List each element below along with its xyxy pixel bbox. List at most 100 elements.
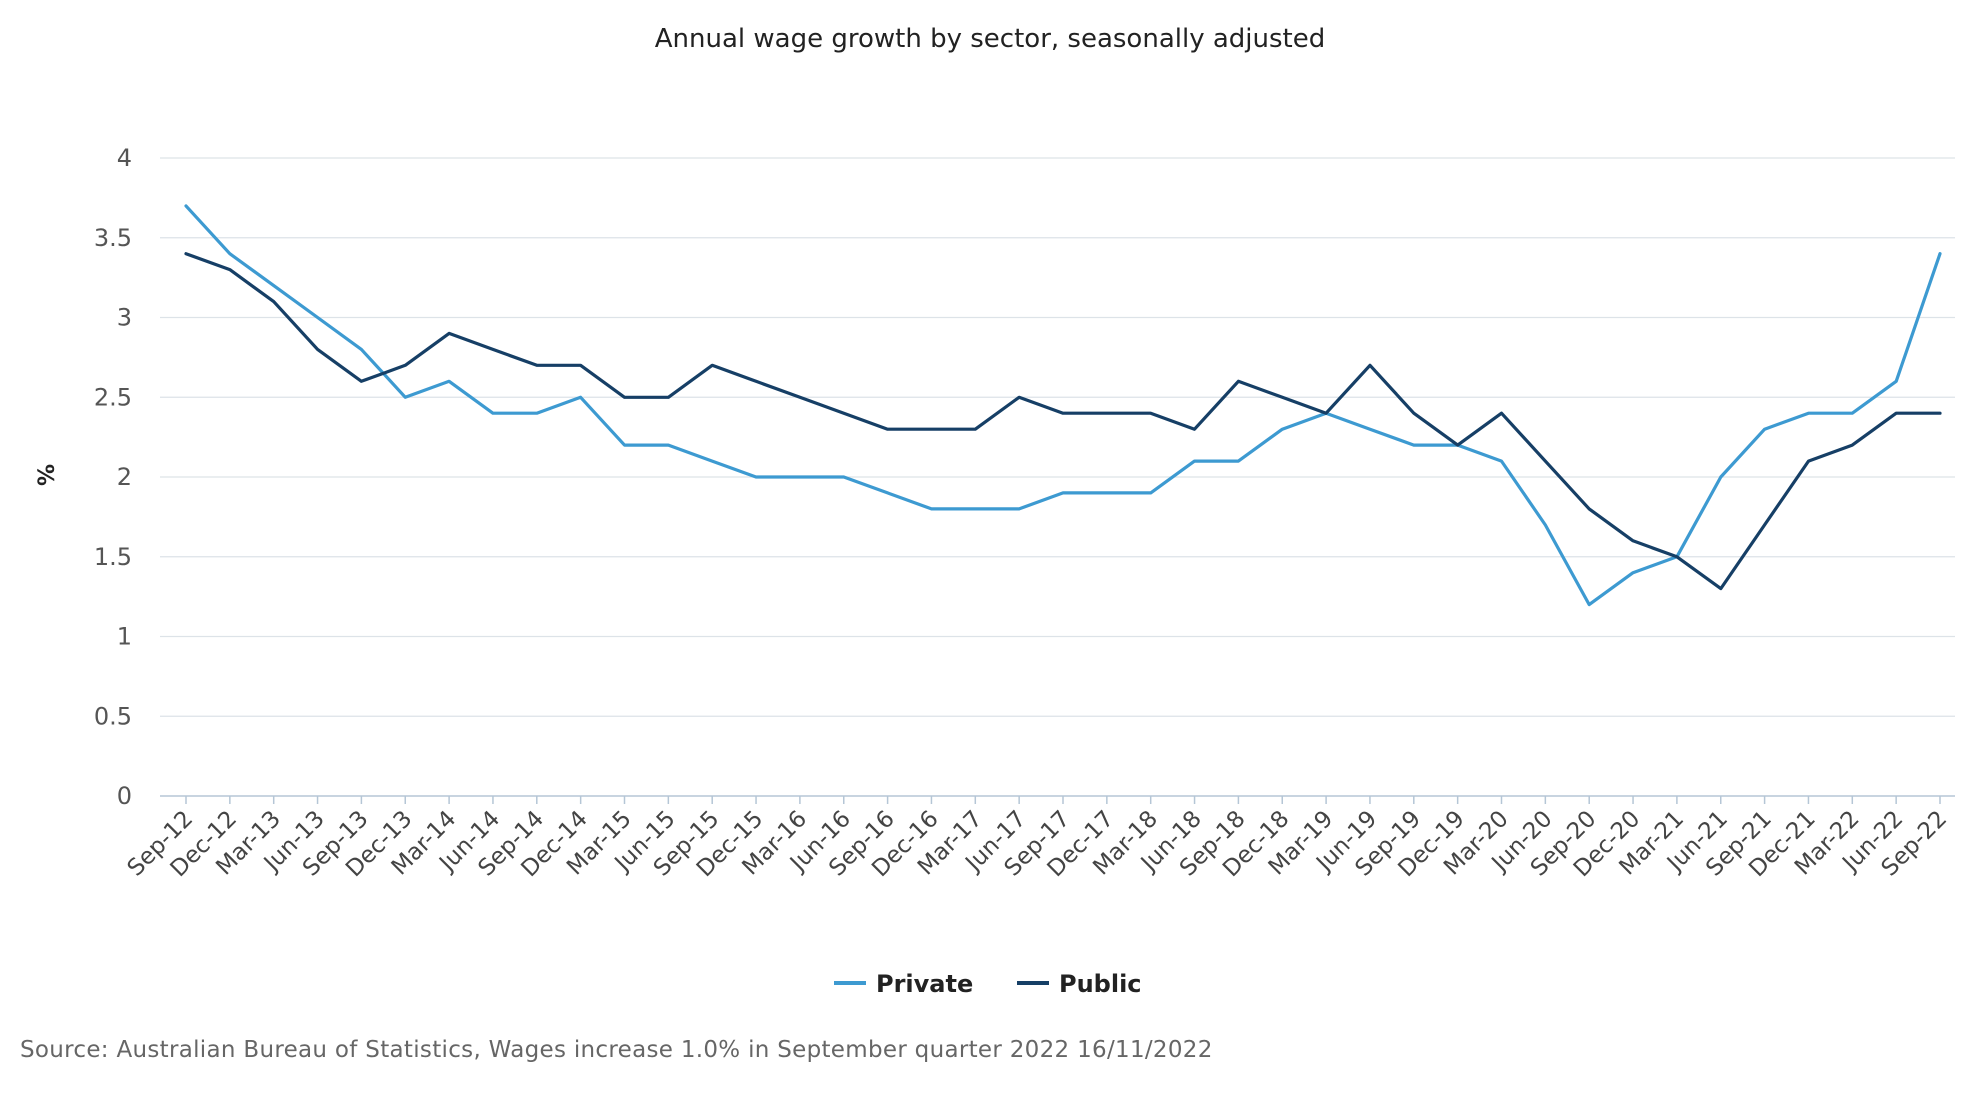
data-point[interactable]: [840, 409, 848, 417]
chart-title: Annual wage growth by sector, seasonally…: [654, 24, 1326, 54]
data-point[interactable]: [1103, 409, 1111, 417]
data-point[interactable]: [1234, 377, 1242, 385]
legend-item-public[interactable]: Public: [1017, 970, 1142, 998]
data-point[interactable]: [226, 250, 234, 258]
data-point[interactable]: [1804, 409, 1812, 417]
series-lines: [182, 202, 1944, 609]
gridlines: [160, 157, 1955, 717]
data-point[interactable]: [971, 425, 979, 433]
data-point[interactable]: [927, 505, 935, 513]
y-tick-label: 2: [117, 463, 132, 491]
data-point[interactable]: [357, 345, 365, 353]
data-point[interactable]: [577, 361, 585, 369]
data-point[interactable]: [1234, 457, 1242, 465]
y-axis-label: %: [35, 464, 60, 486]
y-axis-ticks: 0 0.5 1 1.5 2 2.5 3 3.5 4: [94, 144, 132, 810]
data-point[interactable]: [1585, 505, 1593, 513]
data-point[interactable]: [1191, 425, 1199, 433]
data-point[interactable]: [270, 298, 278, 306]
data-point[interactable]: [884, 425, 892, 433]
data-point[interactable]: [884, 489, 892, 497]
source-note: Source: Australian Bureau of Statistics,…: [20, 1037, 1213, 1063]
data-point[interactable]: [1059, 489, 1067, 497]
legend-item-private[interactable]: Private: [834, 970, 973, 998]
data-point[interactable]: [489, 409, 497, 417]
y-tick-label: 1.5: [94, 543, 132, 571]
data-point[interactable]: [489, 345, 497, 353]
data-point[interactable]: [1278, 393, 1286, 401]
data-point[interactable]: [1147, 409, 1155, 417]
data-point[interactable]: [1147, 489, 1155, 497]
data-point[interactable]: [752, 377, 760, 385]
y-tick-label: 2.5: [94, 383, 132, 411]
data-point[interactable]: [1717, 585, 1725, 593]
data-point[interactable]: [1191, 457, 1199, 465]
data-point[interactable]: [226, 266, 234, 274]
data-point[interactable]: [314, 314, 322, 322]
data-point[interactable]: [533, 409, 541, 417]
data-point[interactable]: [357, 377, 365, 385]
data-point[interactable]: [1848, 441, 1856, 449]
data-point[interactable]: [1366, 361, 1374, 369]
data-point[interactable]: [533, 361, 541, 369]
data-point[interactable]: [182, 250, 190, 258]
data-point[interactable]: [1936, 250, 1944, 258]
y-tick-label: 4: [117, 144, 132, 172]
data-point[interactable]: [927, 425, 935, 433]
data-point[interactable]: [1629, 569, 1637, 577]
data-point[interactable]: [840, 473, 848, 481]
data-point[interactable]: [1673, 553, 1681, 561]
data-point[interactable]: [796, 393, 804, 401]
data-point[interactable]: [445, 329, 453, 337]
data-point[interactable]: [1936, 409, 1944, 417]
data-point[interactable]: [971, 505, 979, 513]
data-point[interactable]: [1761, 521, 1769, 529]
x-axis-ticks: Sep-12Dec-12Mar-13Jun-13Sep-13Dec-13Mar-…: [123, 796, 1952, 882]
data-point[interactable]: [1498, 409, 1506, 417]
data-point[interactable]: [1629, 537, 1637, 545]
data-point[interactable]: [708, 457, 716, 465]
legend[interactable]: Private Public: [834, 970, 1142, 998]
data-point[interactable]: [445, 377, 453, 385]
data-point[interactable]: [401, 361, 409, 369]
series-public: [182, 250, 1944, 593]
data-point[interactable]: [1848, 409, 1856, 417]
data-point[interactable]: [1103, 489, 1111, 497]
data-point[interactable]: [1541, 521, 1549, 529]
data-point[interactable]: [1892, 377, 1900, 385]
data-point[interactable]: [1804, 457, 1812, 465]
data-point[interactable]: [621, 441, 629, 449]
data-point[interactable]: [796, 473, 804, 481]
data-point[interactable]: [1761, 425, 1769, 433]
data-point[interactable]: [401, 393, 409, 401]
data-point[interactable]: [1541, 457, 1549, 465]
legend-label: Public: [1059, 970, 1142, 998]
data-point[interactable]: [1366, 425, 1374, 433]
data-point[interactable]: [270, 282, 278, 290]
data-point[interactable]: [1410, 441, 1418, 449]
data-point[interactable]: [1278, 425, 1286, 433]
data-point[interactable]: [708, 361, 716, 369]
data-point[interactable]: [1498, 457, 1506, 465]
data-point[interactable]: [314, 345, 322, 353]
data-point[interactable]: [664, 393, 672, 401]
data-point[interactable]: [1410, 409, 1418, 417]
data-point[interactable]: [1892, 409, 1900, 417]
data-point[interactable]: [621, 393, 629, 401]
data-point[interactable]: [1015, 505, 1023, 513]
data-point[interactable]: [1059, 409, 1067, 417]
legend-label: Private: [876, 970, 973, 998]
data-point[interactable]: [752, 473, 760, 481]
data-point[interactable]: [182, 202, 190, 210]
data-point[interactable]: [1585, 601, 1593, 609]
data-point[interactable]: [1454, 441, 1462, 449]
data-point[interactable]: [1322, 409, 1330, 417]
y-tick-label: 1: [117, 623, 132, 651]
data-point[interactable]: [1717, 473, 1725, 481]
data-point[interactable]: [664, 441, 672, 449]
series-line-private: [184, 204, 1942, 607]
data-point[interactable]: [577, 393, 585, 401]
data-point[interactable]: [1015, 393, 1023, 401]
y-tick-label: 0: [117, 782, 132, 810]
